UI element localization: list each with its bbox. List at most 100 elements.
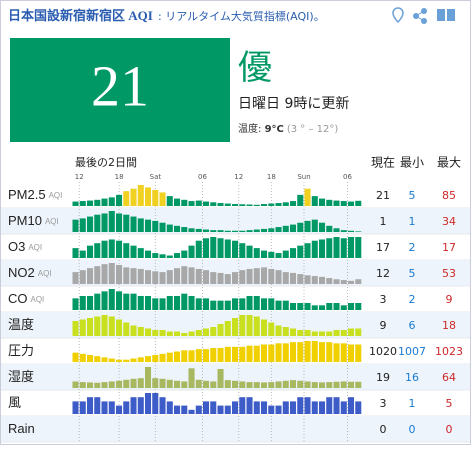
spark-bar xyxy=(94,397,101,414)
row-max: 5 xyxy=(446,397,453,410)
share-icon[interactable] xyxy=(413,8,427,24)
row-label: 温度 xyxy=(8,317,34,332)
spark-bar xyxy=(333,303,340,310)
spark-bar xyxy=(333,330,340,336)
spark-bar xyxy=(326,331,333,336)
row-name: 風 xyxy=(8,395,21,410)
spark-bar xyxy=(217,203,224,206)
spark-bar xyxy=(319,401,326,414)
spark-bar xyxy=(159,272,166,284)
spark-bar xyxy=(137,268,144,284)
spark-bar xyxy=(130,397,137,414)
spark-bar xyxy=(224,203,231,206)
book-icon[interactable] xyxy=(437,9,455,21)
spark-bar xyxy=(72,321,79,336)
time-tick-label: 18 xyxy=(115,173,124,181)
spark-bar xyxy=(304,303,311,310)
spark-bar xyxy=(326,238,333,258)
spark-bar xyxy=(152,355,159,362)
spark-bar xyxy=(297,397,304,414)
row-current: 1 xyxy=(380,215,387,228)
spark-bar xyxy=(239,381,246,388)
spark-bar xyxy=(217,405,224,414)
spark-bar xyxy=(348,381,355,388)
time-tick-label: 06 xyxy=(198,173,207,181)
spark-bar xyxy=(224,346,231,362)
spark-bar xyxy=(94,293,101,310)
period: 最後の2日間 xyxy=(75,155,137,169)
row-max: 85 xyxy=(442,189,456,202)
spark-bar xyxy=(195,240,202,258)
spark-bar xyxy=(268,405,275,414)
spark-bar xyxy=(195,349,202,362)
spark-bar xyxy=(101,401,108,414)
spark-bar xyxy=(123,293,130,310)
spark-bar xyxy=(319,305,326,310)
row-label: O3 AQI xyxy=(8,239,42,254)
row-unit: AQI xyxy=(28,243,42,252)
spark-bar xyxy=(282,300,289,310)
spark-bar xyxy=(79,270,86,284)
spark-bar xyxy=(355,200,362,206)
spark-bar xyxy=(333,397,340,414)
spark-bar xyxy=(166,224,173,232)
spark-bar xyxy=(232,318,239,336)
spark-bar xyxy=(275,253,282,258)
spark-bar xyxy=(123,267,130,284)
spark-bar xyxy=(94,316,101,336)
spark-bar xyxy=(210,272,217,284)
spark-bar xyxy=(87,216,94,232)
spark-bar xyxy=(174,351,181,362)
spark-bar xyxy=(166,270,173,284)
spark-bar xyxy=(333,381,340,388)
spark-bar xyxy=(188,409,195,414)
spark-bar xyxy=(239,315,246,336)
spark-bar xyxy=(224,300,231,310)
spark-bar xyxy=(333,228,340,232)
spark-bar xyxy=(94,382,101,388)
row-current: 19 xyxy=(376,371,390,384)
spark-bar xyxy=(290,328,297,336)
spark-bar xyxy=(166,352,173,362)
row-unit: AQI xyxy=(31,295,45,304)
spark-bar xyxy=(166,196,173,206)
spark-bar xyxy=(311,401,318,414)
location-icon[interactable] xyxy=(392,7,404,24)
spark-bar xyxy=(326,199,333,206)
spark-bar xyxy=(268,298,275,310)
spark-bar xyxy=(239,243,246,258)
spark-bar xyxy=(319,382,326,388)
spark-bar xyxy=(108,211,115,232)
spark-bar xyxy=(72,381,79,388)
spark-bar xyxy=(297,342,304,362)
spark-bar xyxy=(195,200,202,206)
spark-bar xyxy=(203,238,210,258)
spark-bar xyxy=(87,200,94,206)
spark-bar xyxy=(159,192,166,206)
spark-bar xyxy=(145,250,152,258)
spark-bar xyxy=(137,357,144,362)
spark-bar xyxy=(311,331,318,336)
spark-bar xyxy=(282,250,289,258)
spark-bar xyxy=(355,237,362,258)
row-min: 16 xyxy=(405,371,419,384)
spark-bar xyxy=(253,382,260,388)
spark-bar xyxy=(152,298,159,310)
spark-bar xyxy=(224,405,231,414)
column-header: 現在 xyxy=(371,156,395,170)
spark-bar xyxy=(87,296,94,310)
spark-bar xyxy=(116,264,123,284)
icons[interactable] xyxy=(392,7,455,24)
spark-bar xyxy=(203,349,210,362)
row-label: CO AQI xyxy=(8,291,44,306)
spark-bar xyxy=(348,237,355,258)
spark-bar xyxy=(239,204,246,206)
spark-bar xyxy=(239,230,246,232)
spark-bar xyxy=(355,303,362,310)
spark-bar xyxy=(282,327,289,336)
spark-bar xyxy=(217,230,224,232)
spark-bar xyxy=(116,240,123,258)
spark-bar xyxy=(188,350,195,362)
spark-bar xyxy=(268,268,275,284)
spark-bar xyxy=(311,276,318,284)
